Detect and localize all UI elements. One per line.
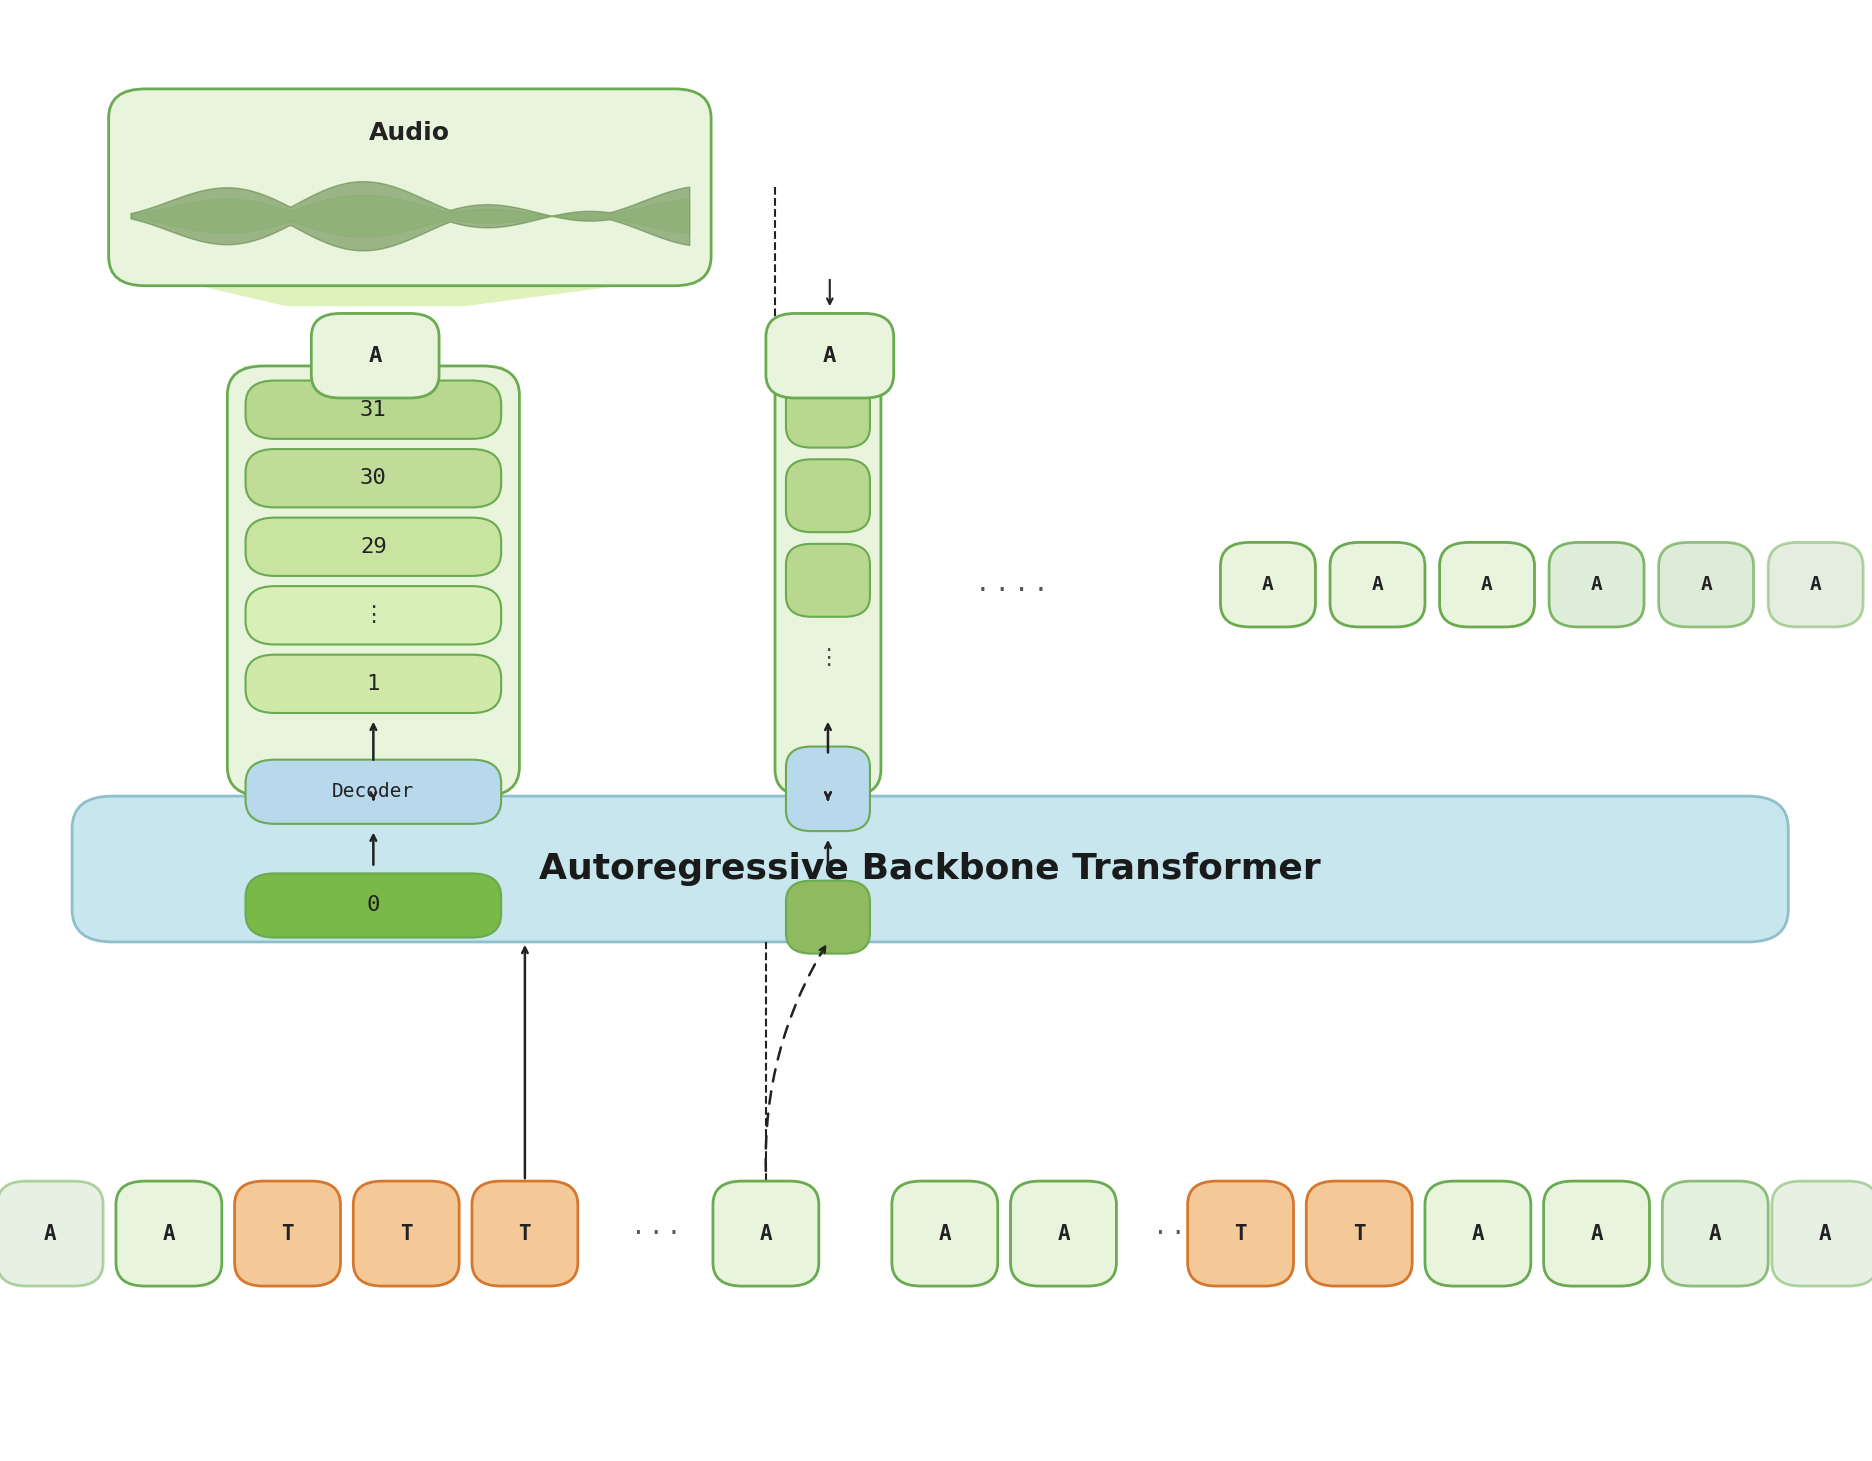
FancyBboxPatch shape (109, 89, 711, 286)
Text: ⋮: ⋮ (816, 647, 839, 668)
FancyBboxPatch shape (245, 874, 502, 938)
FancyBboxPatch shape (1771, 1180, 1872, 1286)
FancyBboxPatch shape (713, 1180, 818, 1286)
Text: 0: 0 (367, 896, 380, 916)
FancyBboxPatch shape (766, 314, 893, 397)
FancyBboxPatch shape (1550, 542, 1644, 627)
Text: A: A (760, 1223, 771, 1243)
FancyBboxPatch shape (234, 1180, 341, 1286)
FancyBboxPatch shape (1659, 542, 1754, 627)
FancyBboxPatch shape (472, 1180, 578, 1286)
Text: A: A (1591, 1223, 1602, 1243)
Text: A: A (1700, 576, 1713, 595)
FancyBboxPatch shape (1187, 1180, 1294, 1286)
FancyBboxPatch shape (1544, 1180, 1649, 1286)
Text: Audio: Audio (369, 121, 451, 145)
Text: A: A (1481, 576, 1492, 595)
FancyBboxPatch shape (354, 1180, 459, 1286)
FancyBboxPatch shape (1769, 542, 1863, 627)
FancyBboxPatch shape (116, 1180, 221, 1286)
FancyBboxPatch shape (891, 1180, 998, 1286)
FancyBboxPatch shape (245, 586, 502, 644)
Text: Autoregressive Backbone Transformer: Autoregressive Backbone Transformer (539, 852, 1322, 885)
FancyBboxPatch shape (245, 380, 502, 438)
FancyBboxPatch shape (1307, 1180, 1411, 1286)
FancyBboxPatch shape (1221, 542, 1316, 627)
Text: T: T (1234, 1223, 1247, 1243)
FancyBboxPatch shape (786, 543, 870, 617)
Text: 29: 29 (359, 536, 388, 557)
Text: T: T (281, 1223, 294, 1243)
FancyBboxPatch shape (227, 365, 519, 796)
Text: Decoder: Decoder (331, 782, 414, 801)
Text: A: A (1818, 1223, 1831, 1243)
FancyBboxPatch shape (1440, 542, 1535, 627)
Text: A: A (1709, 1223, 1722, 1243)
FancyBboxPatch shape (786, 747, 870, 831)
Text: 30: 30 (359, 468, 388, 488)
Text: A: A (1810, 576, 1821, 595)
Text: 1: 1 (367, 674, 380, 694)
FancyBboxPatch shape (786, 374, 870, 447)
FancyBboxPatch shape (0, 1180, 103, 1286)
Text: T: T (401, 1223, 412, 1243)
Text: · · ·: · · · (1157, 1220, 1200, 1248)
Text: A: A (43, 1223, 56, 1243)
FancyBboxPatch shape (1329, 542, 1425, 627)
FancyBboxPatch shape (245, 517, 502, 576)
Text: A: A (1058, 1223, 1069, 1243)
FancyBboxPatch shape (245, 449, 502, 507)
FancyBboxPatch shape (786, 881, 870, 954)
Text: T: T (1353, 1223, 1365, 1243)
FancyBboxPatch shape (775, 365, 882, 796)
FancyBboxPatch shape (311, 314, 440, 397)
Text: A: A (938, 1223, 951, 1243)
FancyBboxPatch shape (73, 796, 1788, 942)
Text: A: A (824, 346, 837, 365)
FancyBboxPatch shape (1011, 1180, 1116, 1286)
FancyBboxPatch shape (1662, 1180, 1769, 1286)
Text: A: A (1262, 576, 1273, 595)
FancyBboxPatch shape (1425, 1180, 1531, 1286)
Text: A: A (1471, 1223, 1484, 1243)
Text: ⋮: ⋮ (363, 605, 384, 625)
Text: 31: 31 (359, 400, 388, 419)
Polygon shape (198, 286, 622, 307)
Text: T: T (519, 1223, 532, 1243)
Text: A: A (163, 1223, 176, 1243)
FancyBboxPatch shape (786, 459, 870, 532)
FancyBboxPatch shape (245, 655, 502, 713)
Polygon shape (241, 365, 505, 405)
FancyBboxPatch shape (245, 760, 502, 824)
Text: · · · ·: · · · · (979, 577, 1046, 606)
Text: A: A (1591, 576, 1602, 595)
Text: A: A (369, 346, 382, 365)
Text: A: A (1372, 576, 1383, 595)
Text: · · ·: · · · (635, 1220, 678, 1248)
